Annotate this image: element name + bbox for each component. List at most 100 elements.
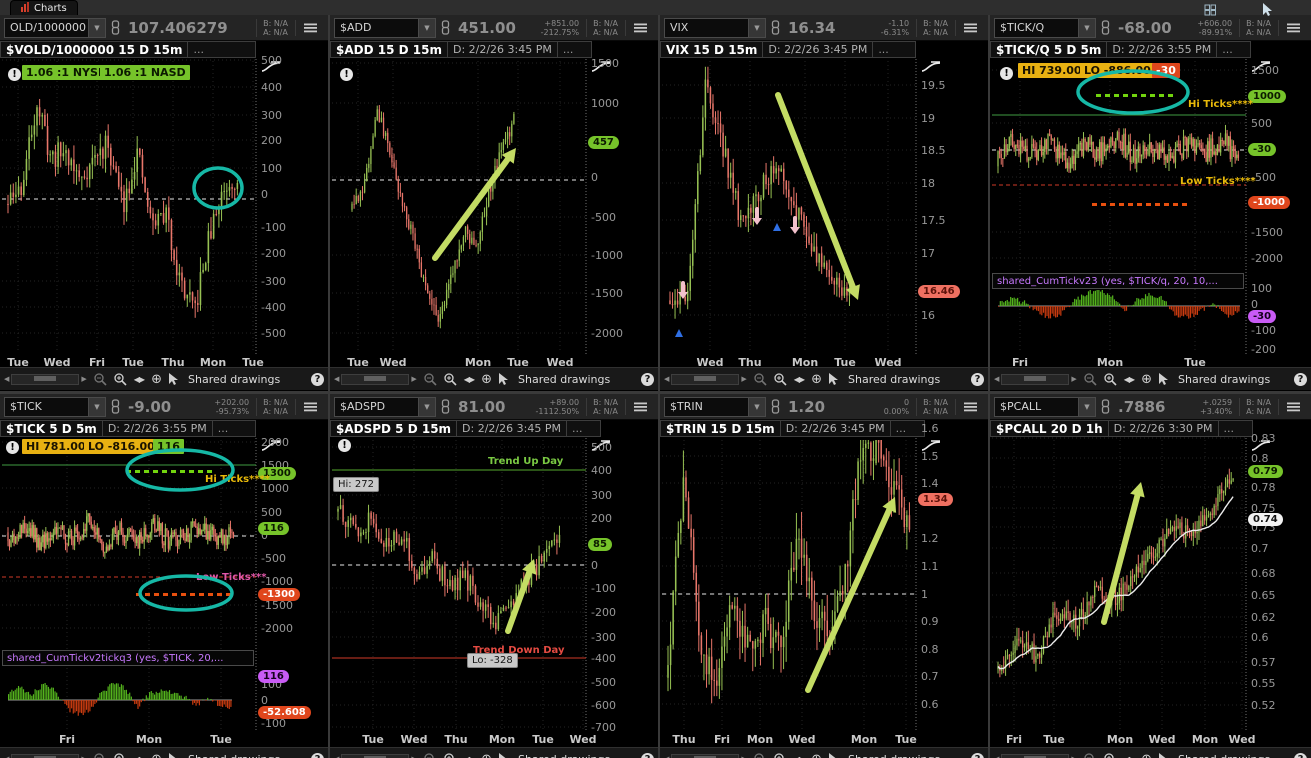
crosshair-icon[interactable]: ⊕ — [1141, 371, 1152, 387]
dropdown-arrow-icon[interactable]: ▼ — [748, 397, 765, 416]
crosshair-icon[interactable]: ⊕ — [481, 752, 492, 758]
alert-icon[interactable]: ! — [6, 441, 19, 454]
pan-icon[interactable]: ◀▶ — [793, 374, 805, 384]
dropdown-arrow-icon[interactable]: ▼ — [748, 18, 765, 37]
scroll-left-icon[interactable]: ◀ — [4, 375, 10, 383]
help-icon[interactable]: ? — [971, 372, 984, 386]
scroll-left-icon[interactable]: ◀ — [994, 375, 1000, 383]
shared-drawings-label[interactable]: Shared drawings — [188, 372, 281, 386]
scroll-left-icon[interactable]: ◀ — [664, 755, 669, 758]
zoom-out-icon[interactable] — [94, 752, 107, 758]
h-scrollbar[interactable]: ◀▶ — [4, 373, 87, 385]
cursor-tool-icon[interactable] — [499, 372, 509, 386]
chart-canvas[interactable] — [0, 394, 330, 758]
title-ellipsis[interactable]: ... — [188, 41, 256, 58]
scroll-thumb[interactable] — [364, 755, 387, 758]
symbol-input[interactable]: $TICK ▼ — [4, 396, 106, 417]
scroll-right-icon[interactable]: ▶ — [1071, 755, 1076, 758]
title-ellipsis[interactable]: ... — [212, 420, 256, 437]
alert-icon[interactable]: ! — [8, 68, 21, 81]
scroll-left-icon[interactable]: ◀ — [334, 755, 339, 758]
menu-icon[interactable] — [625, 398, 654, 415]
symbol-input[interactable]: $TRIN ▼ — [664, 396, 766, 417]
title-ellipsis[interactable]: ... — [890, 420, 925, 437]
zoom-in-icon[interactable] — [774, 372, 787, 386]
scroll-thumb[interactable] — [694, 755, 717, 758]
menu-icon[interactable] — [1278, 398, 1307, 415]
help-icon[interactable]: ? — [641, 752, 654, 758]
layout-grid-icon[interactable] — [1204, 1, 1217, 20]
alert-icon[interactable]: ! — [338, 439, 351, 452]
scroll-right-icon[interactable]: ▶ — [741, 375, 747, 383]
h-scrollbar[interactable]: ◀▶ — [334, 373, 417, 385]
zoom-in-icon[interactable] — [1104, 752, 1117, 758]
chart-style-icon[interactable] — [260, 60, 282, 75]
crosshair-icon[interactable]: ⊕ — [1141, 752, 1152, 758]
zoom-in-icon[interactable] — [444, 372, 457, 386]
title-ellipsis[interactable]: ... — [873, 41, 916, 58]
crosshair-icon[interactable]: ⊕ — [481, 371, 492, 387]
dropdown-arrow-icon[interactable]: ▼ — [88, 18, 105, 37]
h-scrollbar[interactable]: ◀▶ — [994, 753, 1077, 758]
chart-style-icon[interactable] — [590, 60, 612, 75]
alert-icon[interactable]: ! — [1000, 67, 1013, 80]
symbol-input[interactable]: $ADD ▼ — [334, 17, 436, 38]
dropdown-arrow-icon[interactable]: ▼ — [88, 397, 105, 416]
menu-icon[interactable] — [1278, 19, 1307, 36]
help-icon[interactable]: ? — [311, 752, 324, 758]
chart-style-icon[interactable] — [1250, 60, 1272, 75]
title-ellipsis[interactable]: ... — [1217, 41, 1252, 58]
study-label[interactable]: shared_CumTickv2tickq3 (yes, $TICK, 20,.… — [2, 650, 254, 666]
scroll-left-icon[interactable]: ◀ — [4, 755, 9, 758]
scroll-right-icon[interactable]: ▶ — [411, 755, 416, 758]
shared-drawings-label[interactable]: Shared drawings — [518, 372, 611, 386]
scroll-thumb[interactable] — [1024, 755, 1047, 758]
zoom-out-icon[interactable] — [94, 372, 107, 386]
h-scrollbar[interactable]: ◀▶ — [664, 753, 747, 758]
shared-drawings-label[interactable]: Shared drawings — [1178, 753, 1270, 758]
scroll-thumb[interactable] — [34, 375, 57, 381]
scroll-right-icon[interactable]: ▶ — [1071, 375, 1077, 383]
scroll-track[interactable] — [1001, 753, 1070, 758]
dropdown-arrow-icon[interactable]: ▼ — [418, 18, 435, 37]
symbol-input[interactable]: $PCALL ▼ — [994, 396, 1096, 417]
help-icon[interactable]: ? — [971, 752, 984, 758]
scroll-track[interactable] — [671, 373, 740, 385]
zoom-out-icon[interactable] — [754, 752, 767, 758]
zoom-in-icon[interactable] — [114, 372, 127, 386]
scroll-thumb[interactable] — [34, 755, 57, 758]
scroll-right-icon[interactable]: ▶ — [81, 755, 86, 758]
title-ellipsis[interactable]: ... — [566, 420, 601, 437]
scroll-track[interactable] — [341, 373, 410, 385]
chart-style-icon[interactable] — [920, 60, 942, 75]
scroll-right-icon[interactable]: ▶ — [81, 375, 87, 383]
zoom-out-icon[interactable] — [424, 372, 437, 386]
menu-icon[interactable] — [625, 19, 654, 36]
crosshair-icon[interactable]: ⊕ — [151, 371, 162, 387]
help-icon[interactable]: ? — [1294, 752, 1307, 758]
symbol-input[interactable]: $ADSPD ▼ — [334, 396, 436, 417]
study-label[interactable]: shared_CumTickv23 (yes, $TICK/q, 20, 10,… — [992, 273, 1244, 289]
cursor-tool-icon[interactable] — [829, 752, 839, 758]
crosshair-icon[interactable]: ⊕ — [811, 752, 822, 758]
shared-drawings-label[interactable]: Shared drawings — [848, 372, 941, 386]
scroll-left-icon[interactable]: ◀ — [664, 375, 670, 383]
symbol-input[interactable]: OLD/1000000 ▼ — [4, 17, 106, 38]
h-scrollbar[interactable]: ◀▶ — [334, 753, 417, 758]
pan-icon[interactable]: ◀▶ — [134, 755, 145, 758]
dropdown-arrow-icon[interactable]: ▼ — [1078, 397, 1095, 416]
chart-style-icon[interactable] — [920, 439, 942, 454]
scroll-right-icon[interactable]: ▶ — [411, 375, 417, 383]
pan-icon[interactable]: ◀▶ — [464, 755, 475, 758]
cursor-tool-icon[interactable] — [499, 752, 509, 758]
menu-icon[interactable] — [955, 19, 984, 36]
pan-icon[interactable]: ◀▶ — [1124, 755, 1135, 758]
crosshair-icon[interactable]: ⊕ — [151, 752, 162, 758]
scroll-right-icon[interactable]: ▶ — [741, 755, 746, 758]
pointer-tool-icon[interactable] — [1261, 1, 1273, 20]
tab-charts[interactable]: Charts — [10, 0, 78, 15]
shared-drawings-label[interactable]: Shared drawings — [848, 753, 940, 758]
scroll-thumb[interactable] — [1024, 375, 1047, 381]
help-icon[interactable]: ? — [311, 372, 324, 386]
shared-drawings-label[interactable]: Shared drawings — [1178, 372, 1271, 386]
